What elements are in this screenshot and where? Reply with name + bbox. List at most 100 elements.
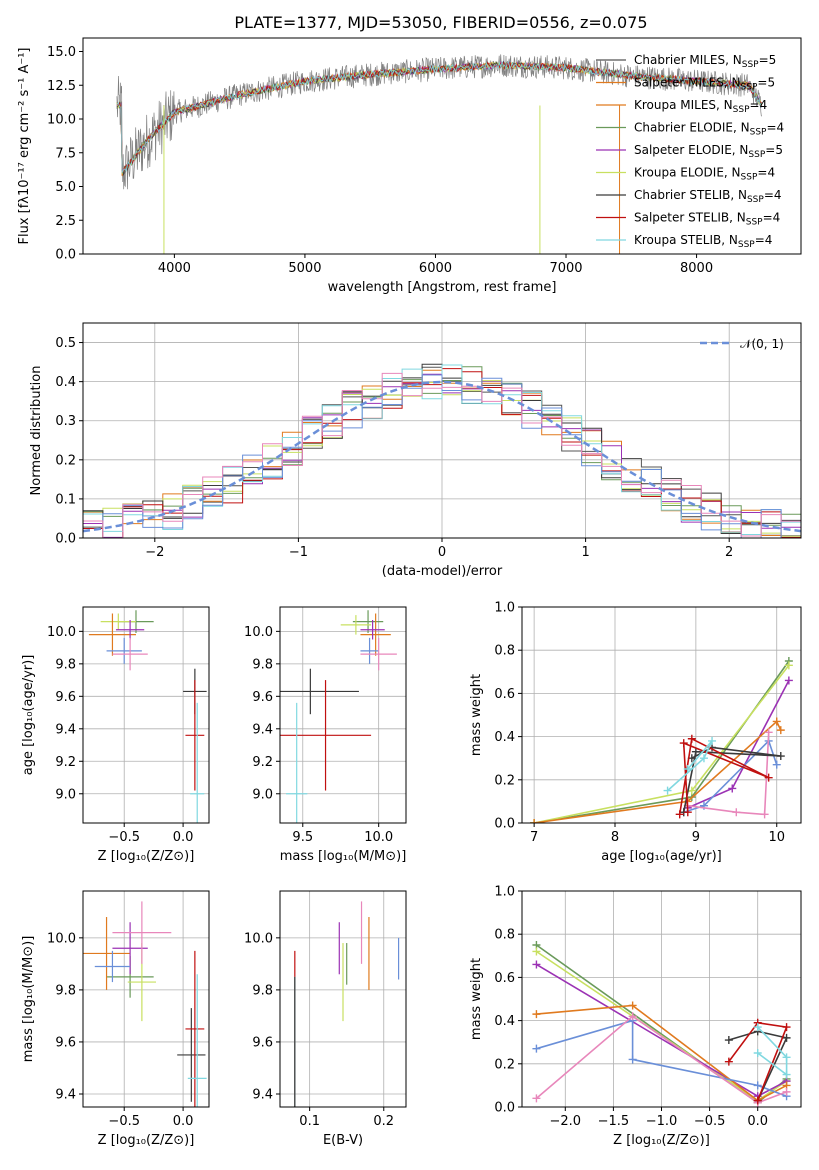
weight-marker: [782, 1087, 791, 1096]
x-tick-label: 8000: [680, 261, 713, 276]
y-tick-label: 9.2: [252, 755, 273, 770]
y-tick-label: 0.4: [55, 375, 76, 390]
weight-series-8: [667, 740, 713, 792]
weight-series-3: [536, 1004, 787, 1102]
weight-marker: [776, 752, 785, 761]
weight-marker: [782, 1070, 791, 1079]
legend-label: Kroupa MILES, NSSP=4: [634, 98, 767, 115]
x-tick-label: 9.5: [292, 830, 313, 845]
y-tick-label: 0.2: [494, 1057, 515, 1072]
x-axis-label: (data-model)/error: [382, 564, 503, 579]
weight-marker: [687, 734, 696, 743]
weight-marker: [691, 747, 700, 756]
x-tick-label: 0.2: [373, 1114, 394, 1129]
y-axis-label: Normed distribution: [29, 366, 44, 496]
y-tick-label: 9.8: [55, 983, 76, 998]
weight-marker: [764, 773, 773, 782]
legend-label: Chabrier MILES, NSSP=5: [634, 53, 776, 70]
weight-marker: [683, 808, 692, 817]
y-tick-label: 0.4: [494, 730, 515, 745]
y-tick-label: 0.4: [494, 1014, 515, 1029]
legend-label: Chabrier ELODIE, NSSP=4: [634, 121, 784, 138]
weight-marker: [732, 808, 741, 817]
weight-marker: [784, 676, 793, 685]
x-tick-label: −1: [289, 545, 308, 560]
axes-frame: [279, 890, 407, 1108]
y-tick-label: 9.6: [252, 690, 273, 705]
y-tick-label: 0.6: [494, 687, 515, 702]
x-tick-label: 0: [438, 545, 446, 560]
y-tick-label: 9.0: [55, 787, 76, 802]
x-axis-label: wavelength [Angstrom, rest frame]: [328, 280, 557, 295]
weight-marker: [782, 1023, 791, 1032]
legend-label: Salpeter ELODIE, NSSP=5: [634, 143, 783, 160]
y-tick-label: 9.8: [252, 657, 273, 672]
y-tick-label: 10.0: [47, 931, 76, 946]
weight-marker: [628, 1012, 637, 1021]
weight-marker: [753, 1081, 762, 1090]
x-tick-label: −0.5: [108, 830, 140, 845]
y-tick-label: 9.6: [252, 1035, 273, 1050]
y-axis-label: mass [log₁₀(M/M⊙)]: [21, 936, 36, 1063]
weight-marker: [532, 1010, 541, 1019]
weight-marker: [764, 728, 773, 737]
x-axis-label: E(B-V): [323, 1133, 363, 1148]
y-tick-label: 9.2: [55, 755, 76, 770]
legend-label: 𝒩(0, 1): [740, 337, 784, 351]
x-tick-label: 9: [692, 830, 700, 845]
weight-marker: [728, 784, 737, 793]
legend-label: Kroupa STELIB, NSSP=4: [634, 233, 772, 250]
weight-marker: [663, 786, 672, 795]
plot-area: [532, 941, 791, 1107]
y-tick-label: 10.0: [47, 625, 76, 640]
weight-marker: [530, 819, 539, 823]
weight-marker: [776, 726, 785, 735]
panel-weight_vs_Z: −2.0 −1.5 −1.0 −0.5 0.0 0.0 0.2 0.4 0.6 0.8 1.0 Z […: [469, 885, 802, 1148]
x-tick-label: −1.0: [646, 1114, 678, 1129]
y-tick-label: 9.6: [55, 1035, 76, 1050]
x-tick-label: 0.0: [173, 830, 194, 845]
axes-frame: [82, 606, 210, 824]
weight-marker: [628, 1001, 637, 1010]
y-tick-label: 0.5: [55, 336, 76, 351]
weight-marker: [772, 717, 781, 726]
normal-curve: [83, 380, 801, 533]
y-tick-label: 10.0: [244, 625, 273, 640]
weight-marker: [679, 739, 688, 748]
x-tick-label: 10: [768, 830, 785, 845]
y-tick-label: 0.2: [494, 773, 515, 788]
x-tick-label: 4000: [158, 261, 191, 276]
axes-frame: [82, 890, 210, 1108]
panel-age_vs_Z: −0.5 0.0 9.0 9.2 9.4 9.6 9.8 10.0 Z [log₁₀(Z/Z⊙)…: [21, 606, 210, 864]
weight-series-6: [728, 1030, 788, 1101]
y-tick-label: 9.4: [252, 722, 273, 737]
x-axis-label: Z [log₁₀(Z/Z⊙)]: [613, 1133, 710, 1148]
x-tick-label: −1.5: [598, 1114, 630, 1129]
weight-marker: [753, 1049, 762, 1057]
axes-frame: [279, 606, 407, 824]
x-tick-label: 0.0: [747, 1114, 768, 1129]
y-axis-label: Flux [fλ10⁻¹⁷ erg cm⁻² s⁻¹ A⁻¹]: [17, 48, 32, 245]
y-tick-label: 0.8: [494, 928, 515, 943]
weight-marker: [532, 960, 541, 969]
weight-marker: [532, 1094, 541, 1103]
x-tick-label: 7: [530, 830, 538, 845]
x-tick-label: 0.1: [299, 1114, 320, 1129]
y-tick-label: 5.0: [55, 180, 76, 195]
legend-label: Salpeter STELIB, NSSP=4: [634, 211, 780, 228]
weight-series-5: [687, 732, 770, 816]
plot-area: [83, 363, 801, 538]
residual-histogram-9: [83, 372, 801, 538]
plot-area: [280, 610, 397, 823]
legend-label: Chabrier STELIB, NSSP=4: [634, 188, 782, 205]
y-tick-label: 10.0: [244, 931, 273, 946]
panel-mass_vs_Z: −0.5 0.0 9.4 9.6 9.8 10.0 Z [log₁₀(Z/Z⊙)] mass …: [21, 890, 210, 1148]
y-tick-label: 0.0: [494, 817, 515, 832]
y-tick-label: 9.4: [55, 1087, 76, 1102]
y-tick-label: 0.0: [494, 1101, 515, 1116]
y-tick-label: 9.6: [55, 690, 76, 705]
weight-series-0: [533, 660, 790, 823]
y-tick-label: 0.1: [55, 492, 76, 507]
y-axis-label: mass weight: [469, 674, 484, 756]
y-tick-label: 0.0: [55, 248, 76, 263]
